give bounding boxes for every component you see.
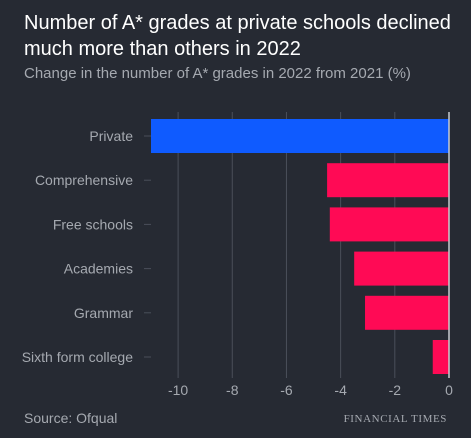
x-tick-label: -2	[389, 382, 402, 398]
category-label: Comprehensive	[35, 172, 133, 188]
bar-private	[151, 119, 449, 153]
brand-logo: FINANCIAL TIMES	[343, 413, 447, 425]
category-label: Grammar	[74, 305, 133, 321]
x-tick-label: -4	[334, 382, 347, 398]
x-tick-label: -6	[280, 382, 293, 398]
bar-free-schools	[329, 207, 449, 242]
bar-academies	[354, 251, 449, 286]
bar-grammar	[365, 295, 449, 330]
x-tick-label: 0	[445, 382, 453, 398]
category-label: Free schools	[53, 216, 133, 232]
chart-subtitle: Change in the number of A* grades in 202…	[24, 65, 411, 82]
bar-comprehensive	[327, 163, 449, 198]
bar-sixth-form-college	[432, 340, 449, 374]
x-tick-label: -8	[226, 382, 239, 398]
category-label: Sixth form college	[22, 349, 133, 365]
x-tick-label: -10	[168, 382, 188, 398]
category-label: Academies	[64, 261, 133, 277]
category-label: Private	[89, 128, 133, 144]
source-note: Source: Ofqual	[24, 410, 118, 426]
chart-title: Number of A* grades at private schools d…	[24, 12, 451, 60]
